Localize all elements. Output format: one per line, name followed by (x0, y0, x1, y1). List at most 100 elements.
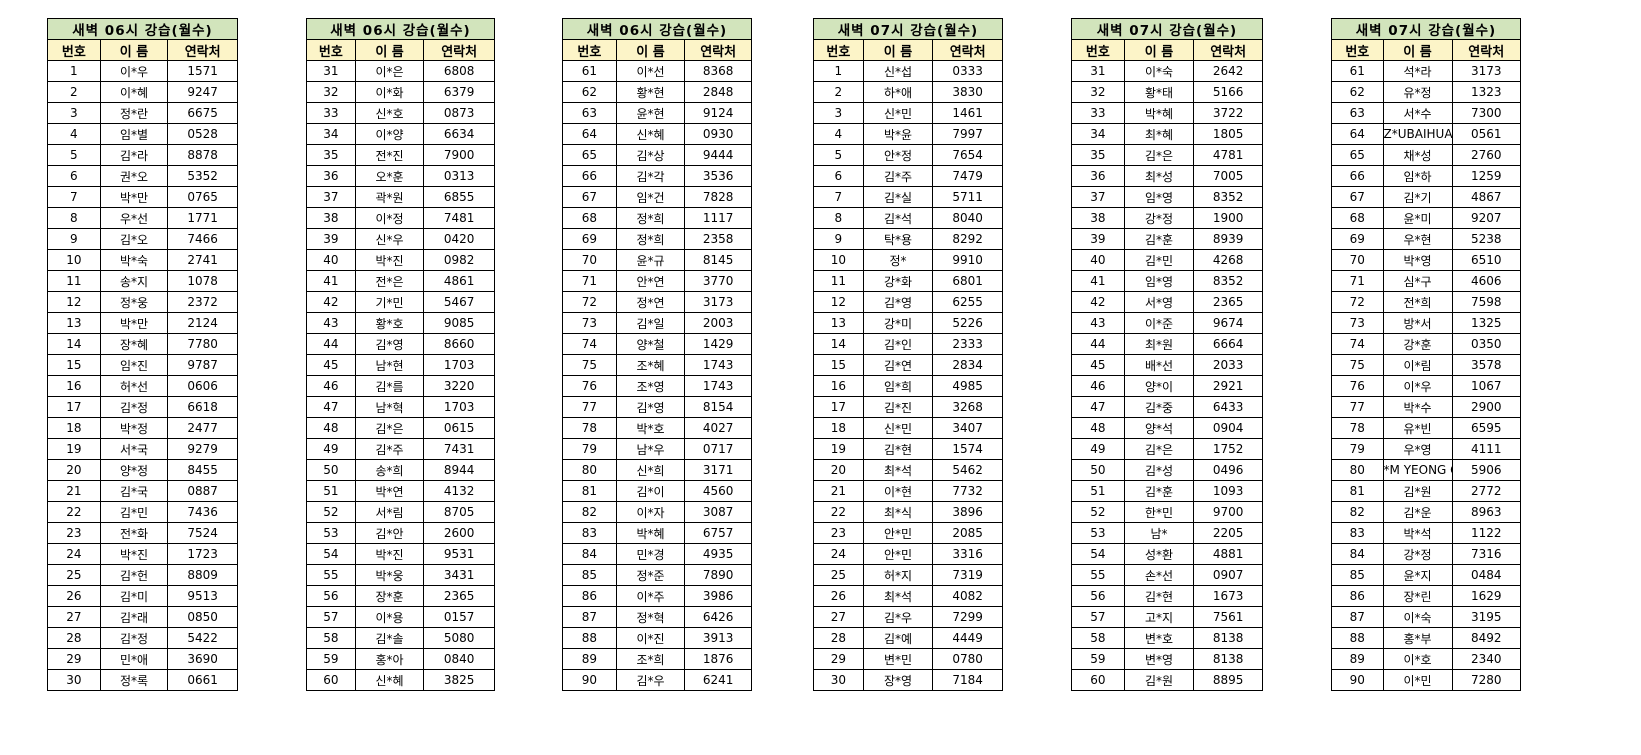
table-row: 47 남*혁 1703 (306, 396, 495, 418)
cell-number: 42 (1071, 291, 1125, 313)
cell-phone: 3690 (167, 648, 238, 670)
cell-number: 42 (306, 291, 356, 313)
table-row: 11 강*화 6801 (813, 270, 1003, 292)
table-row: 70 박*영 6510 (1331, 249, 1521, 271)
cell-phone: 7890 (684, 564, 752, 586)
cell-phone: 1673 (1193, 585, 1263, 607)
cell-number: 24 (813, 543, 864, 565)
table-row: 74 강*훈 0350 (1331, 333, 1521, 355)
column-header-name: 이 름 (862, 39, 934, 61)
cell-name: 남*혁 (354, 396, 425, 418)
cell-phone: 3173 (1451, 60, 1521, 82)
table-row: 42 서*영 2365 (1071, 291, 1263, 313)
column-header-phone: 연락처 (932, 39, 1003, 61)
cell-phone: 1629 (1451, 585, 1521, 607)
cell-number: 35 (1071, 144, 1125, 166)
table-row: 84 민*경 4935 (562, 543, 752, 565)
cell-phone: 0661 (167, 669, 238, 691)
cell-name: 홍*아 (354, 648, 425, 670)
table-title: 새벽 06시 강습(월수) (562, 18, 752, 40)
cell-phone: 6757 (684, 522, 752, 544)
table-row: 60 신*혜 3825 (306, 669, 495, 691)
cell-number: 35 (306, 144, 356, 166)
cell-number: 23 (813, 522, 864, 544)
cell-number: 71 (1331, 270, 1384, 292)
cell-name: 하*애 (862, 81, 934, 103)
table-row: 81 김*원 2772 (1331, 480, 1521, 502)
cell-number: 59 (306, 648, 356, 670)
cell-phone: 8292 (932, 228, 1003, 250)
cell-name: 박*석 (1382, 522, 1453, 544)
table-row: 45 배*선 2033 (1071, 354, 1263, 376)
cell-phone: 0840 (423, 648, 495, 670)
table-row: 14 김*인 2333 (813, 333, 1003, 355)
column-header-number: 번호 (813, 39, 864, 61)
cell-number: 28 (47, 627, 101, 649)
cell-number: 61 (562, 60, 617, 82)
cell-number: 62 (1331, 81, 1384, 103)
cell-phone: 7280 (1451, 669, 1521, 691)
table-row: 44 김*영 8660 (306, 333, 495, 355)
table-row: 72 정*연 3173 (562, 291, 752, 313)
cell-phone: 2760 (1451, 144, 1521, 166)
cell-phone: 2848 (684, 81, 752, 103)
cell-name: 이*우 (99, 60, 169, 82)
column-header-name: 이 름 (1123, 39, 1195, 61)
table-row: 42 기*민 5467 (306, 291, 495, 313)
cell-name: 김*미 (99, 585, 169, 607)
cell-name: 박*영 (1382, 249, 1453, 271)
cell-number: 88 (1331, 627, 1384, 649)
cell-number: 6 (813, 165, 864, 187)
table-row: 83 박*석 1122 (1331, 522, 1521, 544)
cell-number: 31 (1071, 60, 1125, 82)
cell-phone: 2834 (932, 354, 1003, 376)
cell-name: 양*정 (99, 459, 169, 481)
cell-number: 60 (306, 669, 356, 691)
cell-name: 박*혜 (1123, 102, 1195, 124)
cell-phone: 1723 (167, 543, 238, 565)
cell-phone: 5166 (1193, 81, 1263, 103)
cell-name: 기*민 (354, 291, 425, 313)
cell-number: 49 (1071, 438, 1125, 460)
cell-name: 방*서 (1382, 312, 1453, 334)
cell-number: 78 (1331, 417, 1384, 439)
table-row: 39 김*훈 8939 (1071, 228, 1263, 250)
table-row: 38 이*정 7481 (306, 207, 495, 229)
cell-name: 이*숙 (1123, 60, 1195, 82)
cell-phone: 3830 (932, 81, 1003, 103)
cell-name: 최*성 (1123, 165, 1195, 187)
cell-name: 전*화 (99, 522, 169, 544)
cell-phone: 6855 (423, 186, 495, 208)
cell-name: 김*름 (354, 375, 425, 397)
column-header-number: 번호 (562, 39, 617, 61)
table-row: 34 이*양 6634 (306, 123, 495, 145)
cell-phone: 5238 (1451, 228, 1521, 250)
cell-name: 전*진 (354, 144, 425, 166)
cell-number: 87 (562, 606, 617, 628)
table-row: 86 이*주 3986 (562, 585, 752, 607)
cell-name: 정*희 (615, 207, 686, 229)
cell-phone: 0528 (167, 123, 238, 145)
cell-phone: 0850 (167, 606, 238, 628)
cell-name: 서*영 (1123, 291, 1195, 313)
cell-name: 이*주 (615, 585, 686, 607)
cell-name: 김*원 (1123, 669, 1195, 691)
cell-phone: 5226 (932, 312, 1003, 334)
cell-phone: 0717 (684, 438, 752, 460)
cell-name: 석*라 (1382, 60, 1453, 82)
cell-phone: 2085 (932, 522, 1003, 544)
cell-name: 이*우 (1382, 375, 1453, 397)
table-row: 12 정*웅 2372 (47, 291, 238, 313)
table-row: 69 우*현 5238 (1331, 228, 1521, 250)
table-row: 15 김*연 2834 (813, 354, 1003, 376)
cell-phone: 2365 (423, 585, 495, 607)
table-row: 41 임*영 8352 (1071, 270, 1263, 292)
table-row: 73 방*서 1325 (1331, 312, 1521, 334)
cell-phone: 6675 (167, 102, 238, 124)
cell-phone: 9787 (167, 354, 238, 376)
table-row: 84 강*정 7316 (1331, 543, 1521, 565)
cell-phone: 5352 (167, 165, 238, 187)
cell-phone: 7466 (167, 228, 238, 250)
table-row: 90 이*민 7280 (1331, 669, 1521, 691)
cell-phone: 1122 (1451, 522, 1521, 544)
